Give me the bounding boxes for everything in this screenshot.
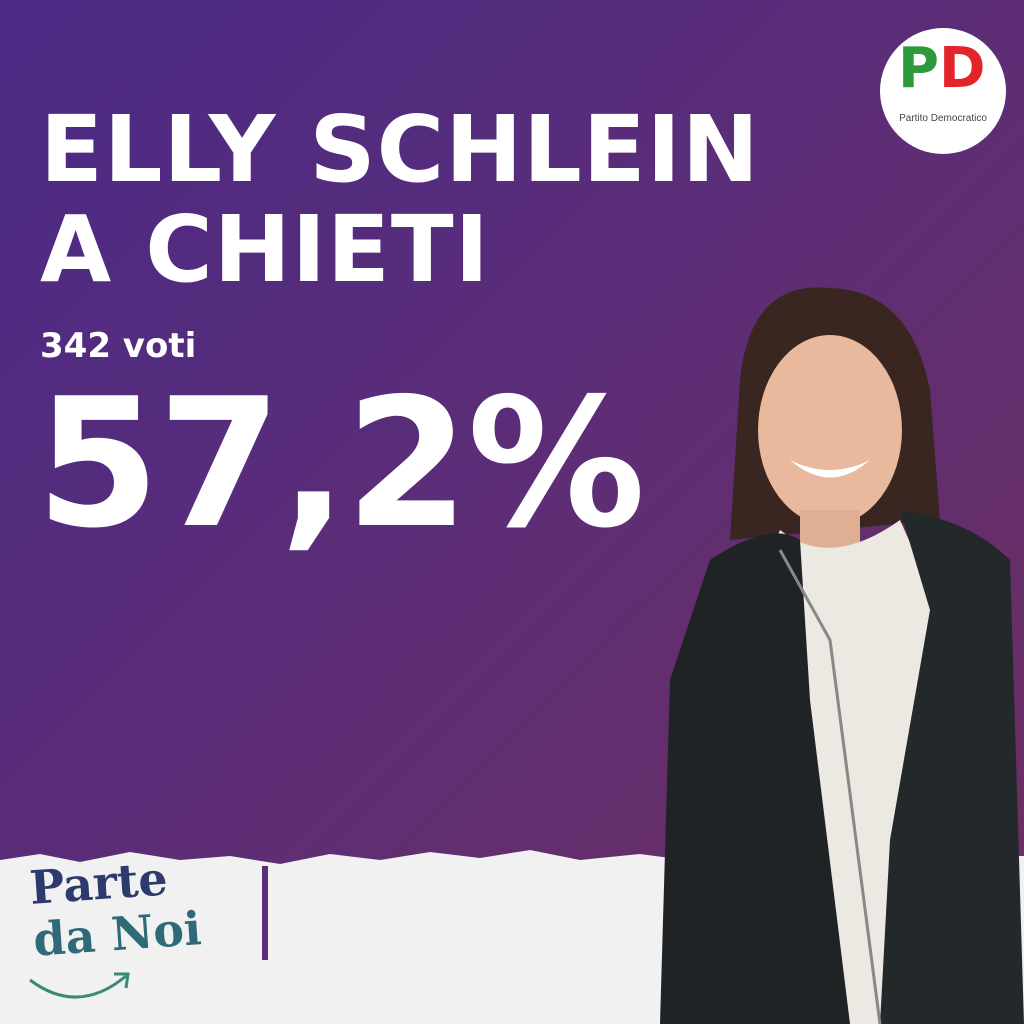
arrow-icon — [29, 972, 130, 999]
vote-percentage: 57,2% — [36, 360, 646, 567]
votes-count: 342 voti — [40, 326, 197, 366]
logo-d: D — [939, 36, 986, 101]
pd-logo: PD Partito Democratico — [880, 28, 1006, 154]
logo-text: Partito Democratico — [899, 113, 987, 124]
headline-line2: A CHIETI — [40, 196, 490, 303]
logo-p: P — [898, 36, 940, 101]
slogan-exclamation-bar — [262, 866, 268, 960]
candidate-photo — [660, 287, 1024, 1024]
headline: ELLY SCHLEIN A CHIETI — [40, 100, 760, 300]
headline-line1: ELLY SCHLEIN — [40, 96, 760, 203]
slogan-line2: da Noi — [31, 901, 204, 967]
slogan-parte-da-noi: Parte da Noi — [28, 850, 204, 967]
